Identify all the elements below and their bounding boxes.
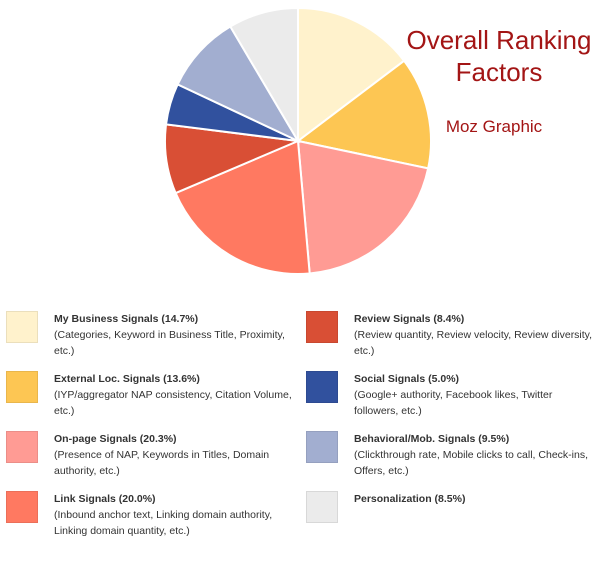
pie-slice-my-business-signals	[297, 6, 406, 144]
chart-title: Overall Ranking Factors	[406, 25, 592, 87]
legend-text: On-page Signals (20.3%) (Presence of NAP…	[54, 431, 294, 479]
pie-slice-link-signals	[174, 139, 311, 275]
pie-chart	[164, 6, 432, 275]
legend-percent: (9.5%)	[478, 433, 510, 445]
legend-percent: (20.3%)	[139, 433, 177, 445]
legend-text: Behavioral/Mob. Signals (9.5%) (Clickthr…	[354, 431, 594, 479]
legend-swatch	[306, 371, 338, 403]
legend-swatch	[6, 371, 38, 403]
legend-label: External Loc. Signals	[54, 373, 161, 385]
chart-subtitle: Moz Graphic	[445, 117, 543, 136]
legend-text: Personalization (8.5%)	[354, 491, 594, 507]
legend-text: My Business Signals (14.7%) (Categories,…	[54, 311, 294, 359]
legend-percent: (14.7%)	[161, 313, 199, 325]
pie-slice-personalization	[228, 6, 299, 145]
legend-text: Social Signals (5.0%) (Google+ authority…	[354, 371, 594, 419]
legend-label: Personalization	[354, 493, 432, 505]
legend-label: On-page Signals	[54, 433, 137, 445]
pie-slice-external-loc-signals	[295, 59, 432, 170]
legend-percent: (8.4%)	[433, 313, 465, 325]
legend-description: (Review quantity, Review velocity, Revie…	[354, 329, 593, 357]
legend-label: Link Signals	[54, 493, 116, 505]
legend-swatch	[306, 311, 338, 343]
pie-slice-on-page-signals	[296, 139, 430, 275]
legend-description: (Clickthrough rate, Mobile clicks to cal…	[354, 449, 588, 477]
legend-description: (Presence of NAP, Keywords in Titles, Do…	[54, 449, 270, 477]
legend-description: (IYP/aggregator NAP consistency, Citatio…	[54, 389, 292, 417]
legend-percent: (8.5%)	[434, 493, 466, 505]
legend-text: Review Signals (8.4%) (Review quantity, …	[354, 311, 594, 359]
legend-text: Link Signals (20.0%) (Inbound anchor tex…	[54, 491, 294, 539]
legend-percent: (13.6%)	[163, 373, 200, 385]
legend-percent: (5.0%)	[428, 373, 460, 385]
pie-slice-behavioral-mob-signals	[176, 25, 301, 144]
legend-text: External Loc. Signals (13.6%) (IYP/aggre…	[54, 371, 294, 419]
legend-label: Behavioral/Mob. Signals	[354, 433, 476, 445]
legend-description: (Inbound anchor text, Linking domain aut…	[54, 509, 273, 537]
legend-swatch	[6, 491, 38, 523]
legend-description: (Categories, Keyword in Business Title, …	[54, 329, 285, 357]
legend-percent: (20.0%)	[118, 493, 156, 505]
legend-swatch	[306, 491, 338, 523]
legend-swatch	[6, 311, 38, 343]
legend-label: Review Signals	[354, 313, 431, 325]
legend-label: Social Signals	[354, 373, 426, 385]
legend-swatch	[306, 431, 338, 463]
legend-label: My Business Signals	[54, 313, 159, 325]
legend-swatch	[6, 431, 38, 463]
legend-description: (Google+ authority, Facebook likes, Twit…	[354, 389, 553, 417]
